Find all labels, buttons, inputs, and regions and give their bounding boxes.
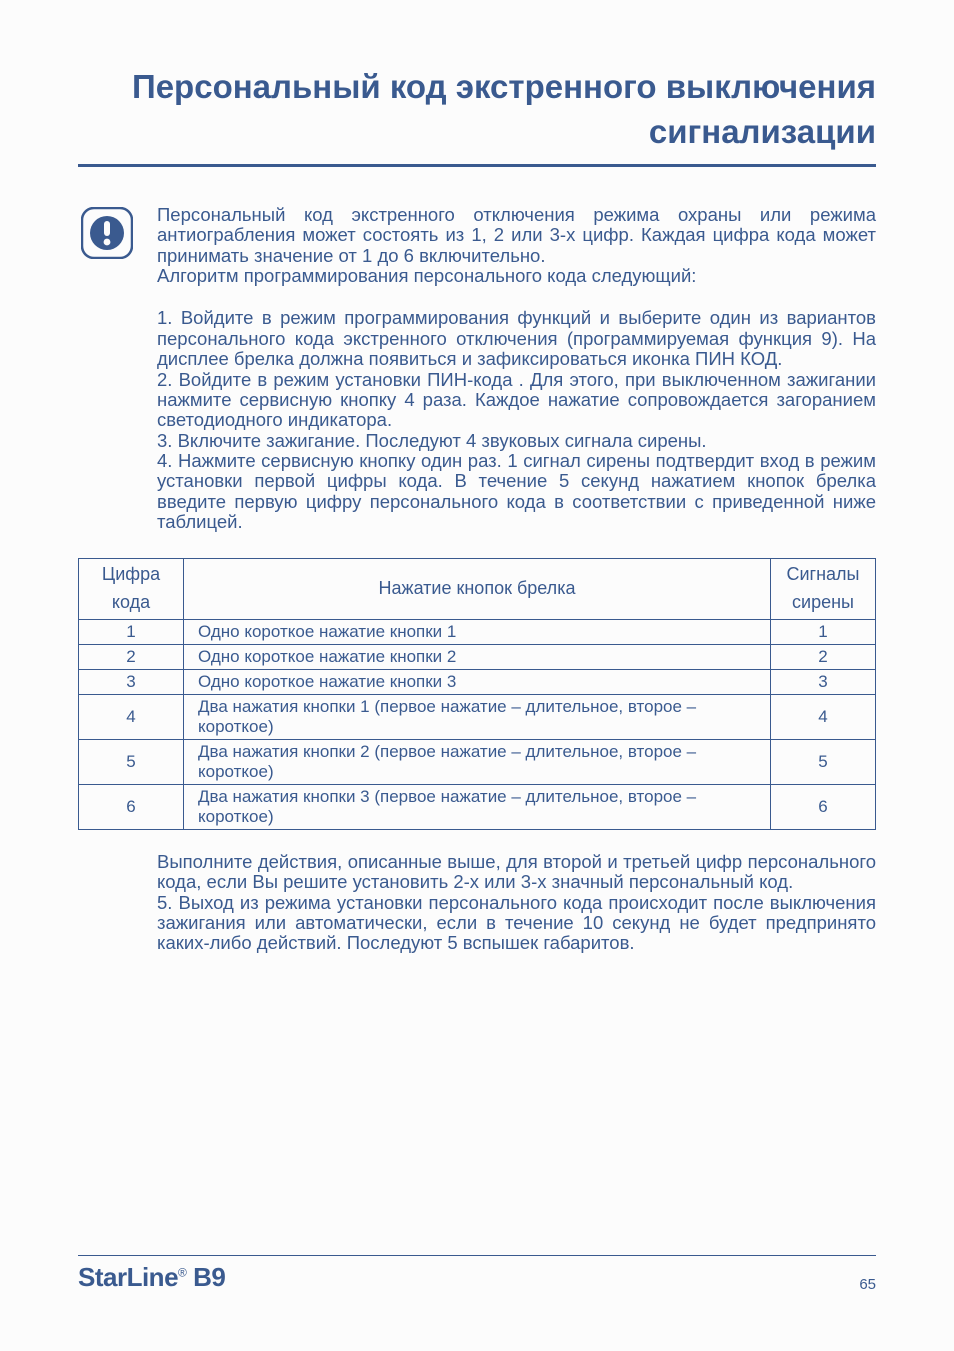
cell-press: Одно короткое нажатие кнопки 1 [184,620,771,645]
brand-model: B9 [193,1262,225,1292]
cell-signals: 6 [771,785,876,830]
cell-digit: 2 [79,645,184,670]
steps-paragraph: 1. Войдите в режим программирования функ… [157,308,876,532]
table-row: 5 Два нажатия кнопки 2 (первое нажатие –… [79,740,876,785]
intro-paragraph: Персональный код экстренного отключения … [157,205,876,286]
cell-digit: 1 [79,620,184,645]
col-header-press: Нажатие кнопок брелка [184,559,771,620]
table-row: 3 Одно короткое нажатие кнопки 3 3 [79,670,876,695]
page-number: 65 [859,1276,876,1293]
after-paragraph: Выполните действия, описанные выше, для … [157,852,876,954]
cell-press: Одно короткое нажатие кнопки 3 [184,670,771,695]
brand-name: StarLine [78,1262,178,1292]
alert-icon [81,207,133,259]
cell-press: Два нажатия кнопки 2 (первое нажатие – д… [184,740,771,785]
cell-signals: 1 [771,620,876,645]
table-row: 1 Одно короткое нажатие кнопки 1 1 [79,620,876,645]
table-row: 2 Одно короткое нажатие кнопки 2 2 [79,645,876,670]
cell-signals: 4 [771,695,876,740]
cell-digit: 6 [79,785,184,830]
registered-mark: ® [178,1265,186,1279]
col-header-signals: Сигналысирены [771,559,876,620]
cell-digit: 4 [79,695,184,740]
pin-code-table: Цифракода Нажатие кнопок брелка Сигналыс… [78,558,876,830]
cell-press: Два нажатия кнопки 1 (первое нажатие – д… [184,695,771,740]
intro-block: Персональный код экстренного отключения … [78,205,876,286]
page-title: Персональный код экстренного выключения … [78,65,876,154]
cell-signals: 5 [771,740,876,785]
col-header-digit: Цифракода [79,559,184,620]
brand-logo: StarLine® B9 [78,1262,225,1293]
table-row: 4 Два нажатия кнопки 1 (первое нажатие –… [79,695,876,740]
cell-press: Два нажатия кнопки 3 (первое нажатие – д… [184,785,771,830]
cell-signals: 2 [771,645,876,670]
cell-signals: 3 [771,670,876,695]
table-row: 6 Два нажатия кнопки 3 (первое нажатие –… [79,785,876,830]
footer-rule [78,1255,876,1256]
cell-press: Одно короткое нажатие кнопки 2 [184,645,771,670]
cell-digit: 5 [79,740,184,785]
page-footer: StarLine® B9 65 [78,1255,876,1293]
cell-digit: 3 [79,670,184,695]
title-rule [78,164,876,167]
